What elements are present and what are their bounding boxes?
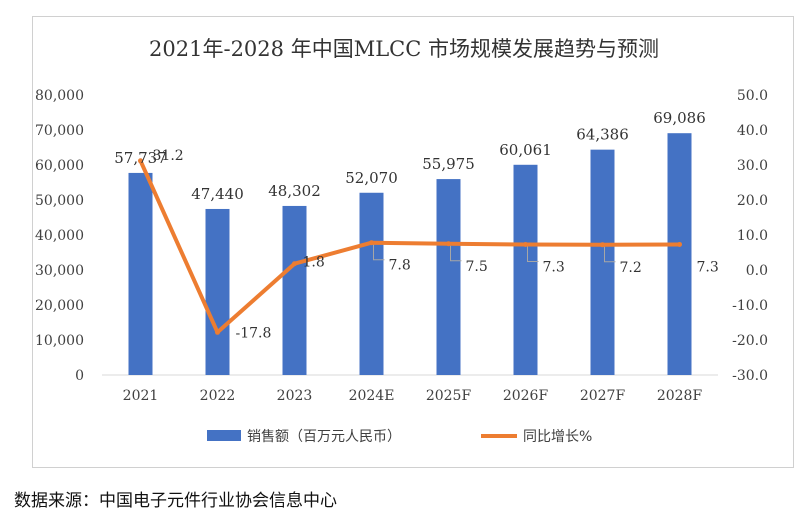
bar-value-label: 69,086 [653,109,706,127]
legend-bar-label: 销售额（百万元人民币） [247,429,401,445]
x-category-label: 2026F [503,388,549,404]
bar-value-label: 48,302 [268,182,321,200]
y-right-tick-label: -20.0 [732,333,768,349]
bar [436,179,461,375]
x-category-label: 2027F [580,388,626,404]
y-left-tick-label: 40,000 [35,228,84,244]
growth-value-label: -17.8 [236,325,272,341]
growth-point [292,261,297,267]
growth-value-label: 31.2 [153,148,184,164]
y-left-tick-label: 30,000 [35,263,84,279]
bar [205,208,230,375]
growth-label-leader [450,245,462,262]
y-left-tick-label: 20,000 [35,298,84,314]
x-category-label: 2025F [426,388,472,404]
growth-value-label: 7.5 [466,259,488,275]
y-left-tick-label: 80,000 [35,88,84,104]
growth-value-label: 7.8 [389,258,411,274]
y-right-tick-label: 40.0 [737,123,768,139]
bar [282,205,307,375]
bar [359,192,384,375]
x-category-label: 2021 [123,388,159,404]
bar-value-label: 47,440 [191,185,244,203]
y-left-tick-label: 70,000 [35,123,84,139]
x-category-label: 2022 [200,388,236,404]
x-category-label: 2023 [277,388,313,404]
growth-point [215,329,220,335]
bar-value-label: 60,061 [499,141,552,159]
bar [128,172,153,375]
x-category-label: 2024E [349,388,395,404]
growth-point [446,241,451,247]
growth-value-label: 1.8 [303,255,325,271]
y-left-tick-label: 60,000 [35,158,84,174]
growth-line [138,158,682,335]
bar-value-label: 64,386 [576,126,629,144]
bar-value-label: 57,737 [114,149,167,167]
chart-title: 2021年-2028 年中国MLCC 市场规模发展趋势与预测 [149,37,659,61]
x-category-label: 2028F [657,388,703,404]
growth-value-label: 7.3 [697,259,719,275]
y-right-tick-label: 20.0 [737,193,768,209]
growth-point [677,241,682,247]
y-right-tick-label: -30.0 [732,368,768,384]
growth-value-label: 7.2 [620,260,642,276]
chart-frame [32,16,794,468]
y-right-tick-label: 0.0 [746,263,768,279]
y-left-tick-label: 0 [75,368,84,384]
bar [513,164,538,375]
growth-label-leader [527,246,539,262]
growth-point [369,240,374,246]
growth-point [600,242,605,248]
growth-label-leader [373,244,385,261]
growth-label-leader [604,246,616,263]
bar [590,149,615,375]
y-right-tick-label: 50.0 [737,88,768,104]
y-right-tick-label: 10.0 [737,228,768,244]
bar [667,133,692,375]
bar-value-label: 52,070 [345,169,398,187]
source-note: 数据来源：中国电子元件行业协会信息中心 [14,491,337,511]
growth-value-label: 7.3 [543,259,565,275]
legend-line-label: 同比增长% [523,429,592,445]
y-left-tick-label: 10,000 [35,333,84,349]
chart-svg: 2021年-2028 年中国MLCC 市场规模发展趋势与预测 0 10,000 20… [35,37,768,445]
bar-value-label: 55,975 [422,155,475,173]
growth-point [523,241,528,247]
y-left-tick-label: 50,000 [35,193,84,209]
growth-point [138,158,143,164]
y-right-tick-label: -10.0 [732,298,768,314]
y-right-tick-label: 30.0 [737,158,768,174]
legend-bar-swatch [207,430,241,441]
